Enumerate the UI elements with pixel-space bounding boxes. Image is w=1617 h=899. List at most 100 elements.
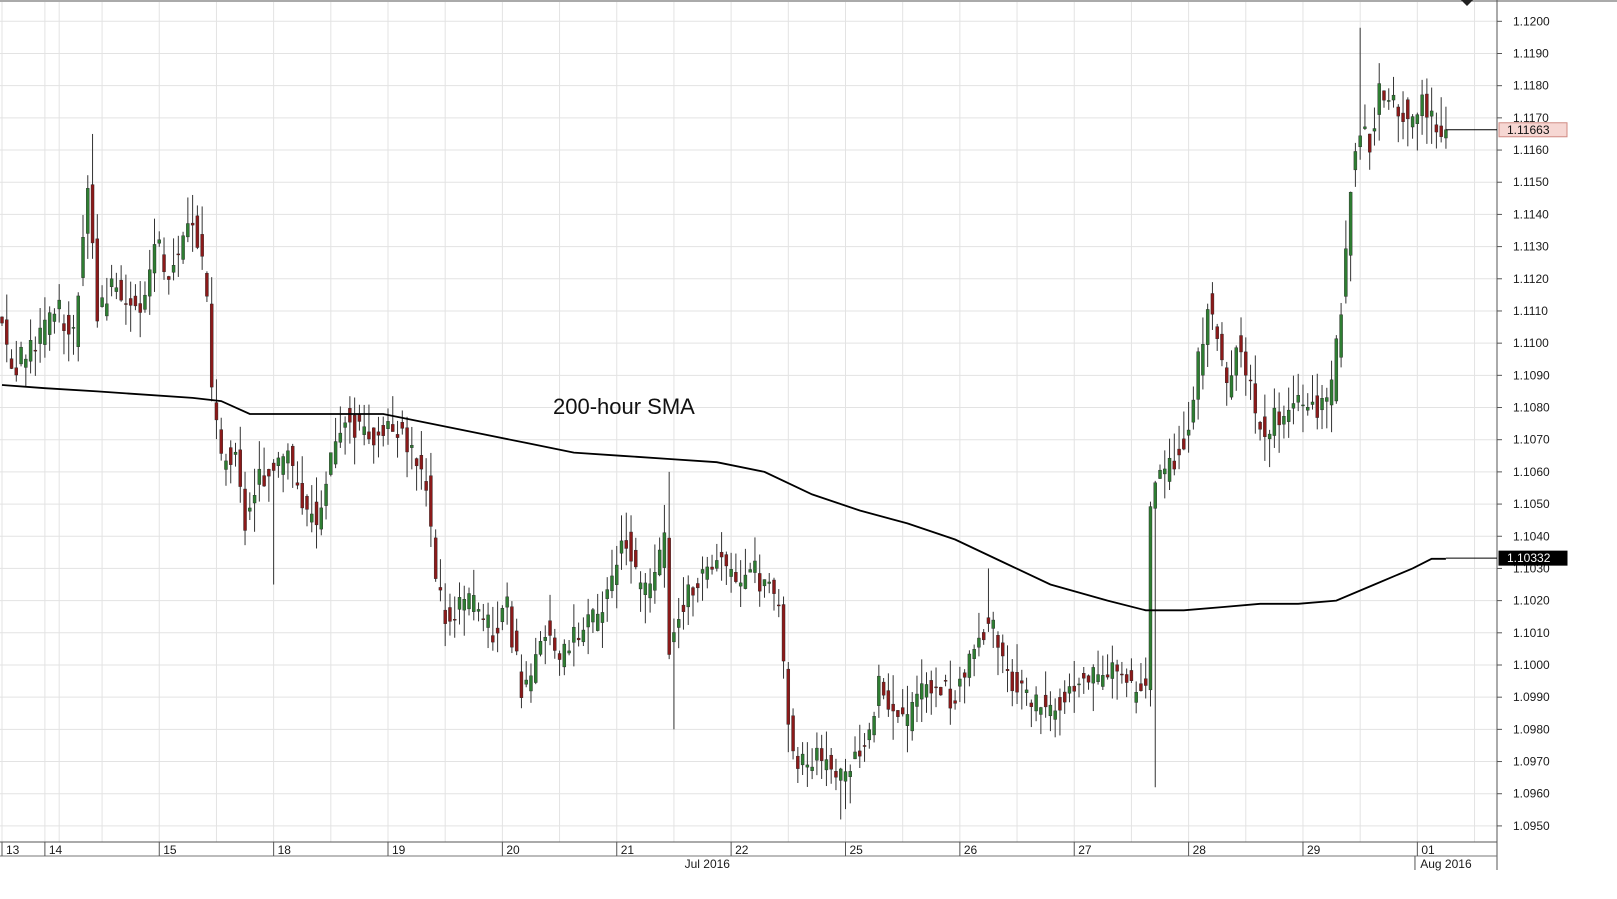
x-day-label: 13	[6, 843, 20, 857]
candle-body	[1296, 395, 1300, 403]
candle-down	[896, 710, 900, 723]
candle-body	[1415, 114, 1420, 124]
candle-body	[1253, 383, 1258, 414]
candle-down	[1010, 659, 1014, 707]
candle-up	[1167, 438, 1172, 491]
candle-down	[262, 447, 266, 487]
candle-body	[157, 239, 161, 244]
candle-body	[219, 429, 223, 454]
candle-up	[1205, 303, 1210, 367]
candle-up	[1325, 387, 1329, 429]
candle-down	[238, 426, 242, 503]
candle-down	[1124, 668, 1129, 698]
candle-down	[267, 468, 271, 502]
candle-up	[715, 543, 719, 572]
candle-body	[705, 566, 709, 580]
candle-body	[939, 686, 943, 696]
candle-down	[124, 274, 128, 325]
candle-body	[1353, 151, 1358, 171]
candle-down	[1105, 654, 1110, 680]
candle-body	[562, 643, 567, 668]
candle-down	[981, 629, 986, 645]
candle-up	[28, 319, 33, 374]
candle-body	[543, 637, 547, 641]
candle-body	[1167, 457, 1172, 482]
candle-up	[319, 490, 323, 536]
candle-up	[343, 416, 347, 455]
candle-body	[0, 316, 4, 324]
candle-body	[1425, 93, 1429, 118]
candle-body	[143, 294, 147, 310]
candle-body	[476, 609, 481, 612]
candle-down	[1434, 112, 1439, 149]
candle-body	[553, 637, 557, 651]
candle-down	[453, 596, 457, 638]
y-tick-label: 1.1110	[1513, 304, 1548, 318]
candle-up	[753, 537, 757, 584]
candle-down	[1439, 97, 1443, 143]
candle-body	[900, 707, 905, 715]
y-tick-label: 1.1040	[1513, 529, 1550, 543]
candle-down	[710, 554, 714, 575]
candle-up	[762, 579, 767, 598]
candle-body	[457, 597, 462, 610]
candle-up	[805, 742, 810, 787]
candle-down	[772, 577, 776, 611]
y-tick-label: 1.0970	[1513, 755, 1550, 769]
candle-body	[1306, 407, 1310, 411]
candle-body	[743, 574, 748, 589]
candle-body	[438, 587, 443, 591]
candle-down	[381, 416, 385, 447]
candle-body	[1158, 469, 1162, 479]
candle-up	[657, 537, 662, 577]
candle-down	[939, 686, 943, 696]
candle-up	[105, 277, 109, 321]
candle-down	[176, 235, 181, 277]
candle-body	[1144, 678, 1148, 686]
candle-body	[419, 455, 424, 470]
candle-up	[143, 281, 147, 313]
candle-up	[872, 711, 876, 743]
candle-up	[648, 568, 652, 613]
candle-down	[367, 404, 371, 445]
candle-body	[605, 589, 609, 599]
candle-up	[562, 639, 567, 676]
candle-up	[1048, 691, 1053, 732]
candle-body	[615, 564, 619, 585]
candle-body	[981, 632, 986, 641]
candle-body	[996, 635, 1000, 648]
sma-value-badge-box	[1498, 550, 1568, 566]
candle-body	[643, 582, 648, 595]
candle-body	[800, 753, 805, 766]
candle-down	[1001, 634, 1005, 674]
candle-down	[1258, 420, 1262, 441]
candle-body	[943, 680, 948, 682]
candle-up	[991, 611, 995, 648]
candle-body	[738, 582, 743, 587]
candle-body	[948, 688, 953, 709]
candle-up	[610, 549, 614, 599]
candle-body	[1348, 191, 1353, 256]
candle-body	[567, 650, 571, 654]
candle-down	[305, 494, 309, 527]
candle-down	[405, 416, 409, 478]
candle-up	[362, 404, 366, 446]
candle-up	[1372, 107, 1377, 146]
candle-body	[762, 579, 767, 587]
candle-up	[729, 552, 733, 593]
candle-body	[214, 402, 219, 421]
candle-body	[1444, 129, 1448, 139]
candle-body	[1401, 112, 1405, 122]
candle-body	[815, 747, 819, 761]
candle-up	[1348, 191, 1353, 282]
y-tick-label: 1.1200	[1513, 14, 1550, 28]
candle-up	[38, 308, 42, 363]
candle-body	[991, 619, 995, 629]
candle-up	[52, 308, 57, 334]
candle-up	[1096, 650, 1100, 685]
candle-up	[248, 492, 252, 520]
candle-body	[86, 188, 90, 234]
candle-up	[877, 664, 881, 718]
candle-up	[257, 441, 262, 502]
candle-body	[1115, 664, 1119, 672]
